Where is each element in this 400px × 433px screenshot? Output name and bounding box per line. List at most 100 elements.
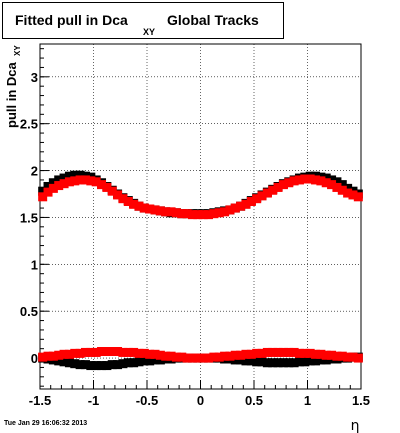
data-point [64,358,74,368]
data-point [214,352,224,362]
data-point [198,353,208,363]
data-point [75,348,85,358]
data-point [86,361,96,371]
data-point [155,206,165,216]
data-point [155,350,165,360]
data-point [209,209,219,219]
data-point [118,194,128,204]
data-point [54,181,64,191]
data-point [321,350,331,360]
data-point [343,352,353,362]
data-point [305,356,315,366]
data-point [225,205,235,215]
y-tick-label: 0.5 [20,304,38,319]
data-point [273,347,283,357]
data-point [59,173,69,183]
data-point [284,358,294,368]
data-point [252,194,262,204]
data-point [225,351,235,361]
y-tick-label: 3 [31,70,38,85]
data-point [70,170,80,180]
data-point [107,360,117,370]
data-point [177,209,187,219]
data-point [348,190,358,200]
data-point [166,351,176,361]
data-point [80,347,90,357]
data-point [273,358,283,368]
y-tick-label: 0 [31,351,38,366]
data-point [300,174,310,184]
data-point [155,355,165,365]
data-point [353,353,363,363]
data-point [300,357,310,367]
data-point [321,355,331,365]
data-point [139,348,149,358]
data-point [343,188,353,198]
data-point [118,359,128,369]
data-point [262,347,272,357]
ticks-layer [39,48,362,389]
data-point [107,186,117,196]
data-point [337,185,347,195]
data-point [113,360,123,370]
data-point [43,182,53,191]
data-point [107,347,117,356]
data-point [54,350,64,360]
data-point [97,361,107,371]
data-point [337,180,347,190]
data-point [187,353,197,363]
data-point [129,199,139,209]
data-point [284,347,294,357]
data-point [102,361,112,371]
data-point [161,207,171,217]
data-point [257,348,267,358]
data-point [43,351,53,361]
title-subscript: XY [143,27,156,37]
data-point [129,358,139,368]
data-point [305,174,315,184]
data-point [123,347,133,357]
data-point [182,209,192,219]
data-point [289,347,299,357]
y-tick-label: 1.5 [20,210,38,225]
data-point [268,347,278,357]
data-point [59,179,69,189]
data-point [139,203,149,213]
data-point [150,205,160,215]
data-point [236,201,246,211]
data-point [284,178,294,188]
data-point [171,208,181,218]
data-point [252,357,262,367]
data-point [246,349,256,359]
data-point [289,176,299,186]
data-point [348,352,358,362]
data-point [64,171,74,181]
data-point [48,351,58,361]
data-point [311,356,321,366]
data-point [70,348,80,358]
data-point [311,175,321,185]
data-point [327,175,337,185]
data-point [182,353,192,363]
data-point [91,361,101,371]
data-point [75,360,85,370]
x-axis-label: η [351,418,360,433]
data-point [139,356,149,366]
data-point [278,180,288,190]
x-tick-label: 0.5 [245,393,263,408]
data-point [294,348,304,358]
data-point [145,356,155,366]
data-point [75,175,85,185]
data-point [311,349,321,359]
data-point [129,347,139,357]
data-point [38,192,48,202]
data-point [273,182,283,192]
data-point [91,177,101,187]
data-point [321,173,331,183]
data-point [236,355,246,365]
data-point [316,349,326,359]
series-layer [38,170,363,371]
data-point [278,358,288,368]
data-point [321,178,331,188]
